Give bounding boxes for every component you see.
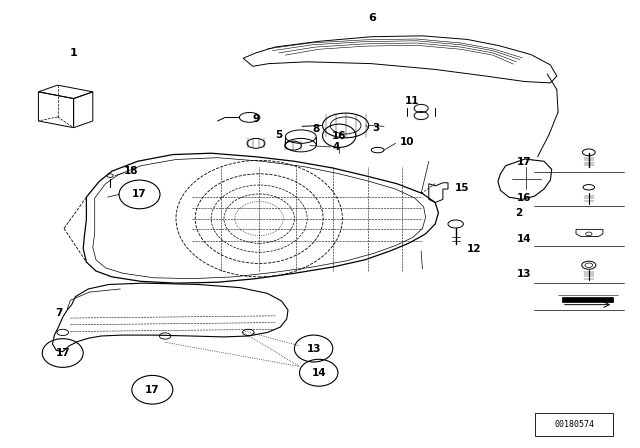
- Text: 10: 10: [400, 138, 415, 147]
- Text: 17: 17: [516, 157, 531, 167]
- Text: 13: 13: [307, 344, 321, 353]
- Text: 6: 6: [369, 13, 376, 23]
- Text: 2: 2: [515, 208, 522, 218]
- Text: 3: 3: [372, 123, 380, 133]
- Text: 5: 5: [275, 130, 282, 140]
- Text: 15: 15: [454, 183, 469, 193]
- Text: 13: 13: [516, 269, 531, 279]
- Text: 12: 12: [467, 244, 482, 254]
- Text: 4: 4: [333, 142, 340, 152]
- Text: 9: 9: [253, 114, 260, 124]
- Text: 18: 18: [124, 166, 138, 176]
- Text: 17: 17: [56, 348, 70, 358]
- Text: 16: 16: [516, 193, 531, 203]
- Text: 17: 17: [145, 385, 159, 395]
- Text: 00180574: 00180574: [554, 420, 594, 429]
- Text: 14: 14: [312, 368, 326, 378]
- Polygon shape: [562, 297, 613, 302]
- Text: 14: 14: [516, 234, 531, 244]
- Text: 11: 11: [404, 96, 419, 106]
- Text: 8: 8: [312, 125, 319, 134]
- Text: 7: 7: [55, 308, 63, 318]
- Text: 16: 16: [332, 131, 346, 141]
- Text: 1: 1: [70, 48, 77, 58]
- Text: 17: 17: [132, 190, 147, 199]
